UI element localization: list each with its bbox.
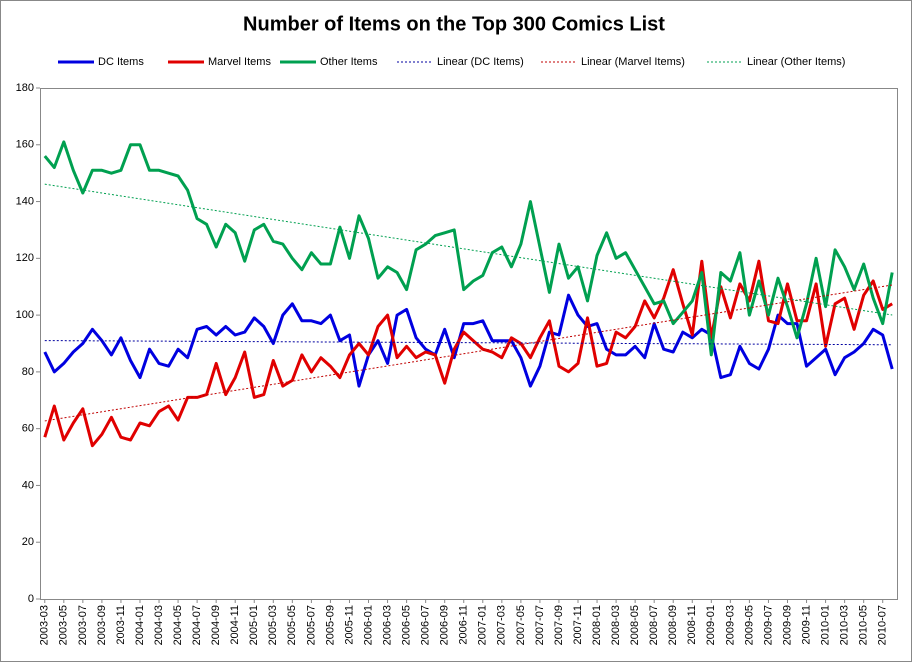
x-tick-label: 2005-01 [248,605,260,645]
x-tick-label: 2010-05 [858,605,870,645]
x-tick-label: 2009-01 [705,605,717,645]
y-tick-label: 40 [22,479,34,491]
x-tick-label: 2004-01 [134,605,146,645]
x-tick-label: 2007-05 [515,605,527,645]
x-tick-label: 2006-01 [362,605,374,645]
x-tick-label: 2003-09 [96,605,108,645]
x-tick-label: 2008-09 [667,605,679,645]
x-tick-label: 2005-09 [324,605,336,645]
y-tick-label: 140 [16,195,34,207]
legend-label: Linear (Other Items) [747,56,845,68]
x-tick-label: 2007-11 [572,605,584,645]
x-tick-label: 2008-03 [610,605,622,645]
x-tick-label: 2007-01 [477,605,489,645]
x-tick-label: 2007-03 [496,605,508,645]
x-tick-label: 2003-07 [77,605,89,645]
x-tick-label: 2010-07 [877,605,889,645]
series-line [43,140,894,357]
x-tick-label: 2009-09 [781,605,793,645]
y-tick-label: 100 [16,309,34,321]
y-tick-label: 180 [16,82,34,94]
y-tick-label: 60 [22,423,34,435]
legend-label: DC Items [98,56,144,68]
x-tick-label: 2010-03 [839,605,851,645]
x-tick-label: 2005-05 [286,605,298,645]
x-tick-label: 2008-11 [686,605,698,645]
x-tick-label: 2003-03 [39,605,51,645]
y-tick-label: 0 [28,593,34,605]
x-tick-label: 2008-01 [591,605,603,645]
y-tick-label: 80 [22,366,34,378]
x-tick-label: 2010-01 [819,605,831,645]
x-tick-label: 2004-07 [191,605,203,645]
x-tick-label: 2006-05 [401,605,413,645]
series-line [43,293,894,388]
x-tick-label: 2005-03 [267,605,279,645]
x-tick-label: 2003-05 [58,605,70,645]
legend-label: Linear (DC Items) [437,56,524,68]
chart-title: Number of Items on the Top 300 Comics Li… [243,13,665,35]
x-tick-label: 2007-09 [553,605,565,645]
x-tick-label: 2006-07 [420,605,432,645]
x-tick-label: 2009-03 [724,605,736,645]
x-tick-label: 2006-03 [381,605,393,645]
legend-label: Linear (Marvel Items) [581,56,685,68]
x-tick-label: 2008-05 [629,605,641,645]
x-tick-label: 2005-11 [343,605,355,645]
plot-area [40,88,898,600]
x-tick-label: 2004-11 [229,605,241,645]
x-tick-label: 2006-11 [458,605,470,645]
x-tick-label: 2004-09 [210,605,222,645]
x-tick-label: 2004-05 [172,605,184,645]
x-tick-label: 2003-11 [115,605,127,645]
x-tick-label: 2006-09 [439,605,451,645]
legend-label: Marvel Items [208,56,271,68]
x-tick-label: 2009-05 [743,605,755,645]
y-tick-label: 20 [22,536,34,548]
series-line [43,259,893,448]
x-tick-label: 2007-07 [534,605,546,645]
y-tick-label: 160 [16,139,34,151]
x-tick-label: 2009-11 [800,605,812,645]
y-tick-label: 120 [16,252,34,264]
trendline [44,183,893,316]
x-tick-label: 2008-07 [648,605,660,645]
x-tick-label: 2004-03 [153,605,165,645]
x-tick-label: 2009-07 [762,605,774,645]
trendline [44,340,893,346]
x-tick-label: 2005-07 [305,605,317,645]
trendline [44,284,893,422]
legend-label: Other Items [320,56,378,68]
